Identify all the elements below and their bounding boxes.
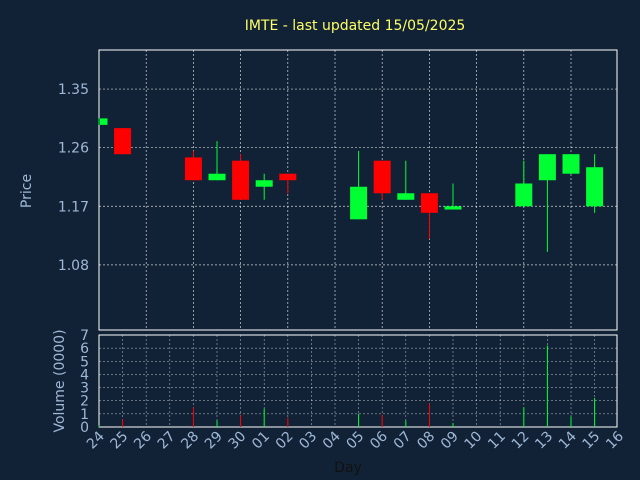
- volume-bars: [98, 345, 596, 427]
- candle-body: [538, 154, 556, 181]
- price-grid: [99, 50, 617, 330]
- x-tick-label: 10: [462, 429, 486, 453]
- x-tick-label: 07: [391, 429, 415, 453]
- candle-body: [255, 180, 273, 187]
- volume-tick-label: 0: [80, 420, 89, 436]
- x-tick-label: 04: [320, 428, 344, 452]
- price-tick-label: 1.08: [58, 258, 89, 274]
- x-tick-label: 13: [532, 429, 556, 453]
- volume-tick-label: 3: [80, 381, 89, 397]
- candle-body: [114, 128, 132, 155]
- volume-tick-label: 7: [80, 328, 89, 344]
- x-tick-label: 30: [226, 429, 250, 453]
- x-tick-label: 29: [202, 429, 226, 453]
- volume-tick-label: 2: [80, 394, 89, 410]
- candle-body: [350, 186, 368, 220]
- x-tick-label: 25: [108, 429, 132, 453]
- x-tick-label: 15: [580, 429, 604, 453]
- x-tick-label: 01: [249, 429, 273, 453]
- x-tick-label: 09: [438, 429, 462, 453]
- x-tick-label: 08: [414, 429, 438, 453]
- volume-tick-label: 6: [80, 341, 89, 357]
- candle-body: [586, 167, 604, 207]
- price-axis-label: Price: [19, 174, 35, 208]
- candlesticks: [98, 118, 604, 252]
- x-tick-label: 26: [131, 428, 155, 452]
- price-tick-label: 1.35: [58, 82, 89, 98]
- x-axis-label: Day: [334, 460, 362, 476]
- x-tick-label: 02: [273, 429, 297, 453]
- candle-body: [562, 154, 580, 174]
- price-tick-label: 1.17: [58, 199, 89, 215]
- volume-tick-label: 4: [80, 367, 89, 383]
- x-tick-label: 16: [603, 428, 627, 452]
- x-tick-label: 27: [155, 429, 179, 453]
- candle-body: [515, 183, 533, 207]
- volume-grid: [99, 335, 617, 427]
- candle-body: [208, 173, 226, 181]
- candle-body: [100, 118, 108, 125]
- x-tick-label: 28: [178, 429, 202, 453]
- candle-body: [279, 173, 297, 181]
- x-tick-label: 06: [367, 428, 391, 452]
- volume-tick-label: 1: [80, 407, 89, 423]
- x-tick-label: 12: [509, 429, 533, 453]
- chart-title: IMTE - last updated 15/05/2025: [245, 18, 466, 34]
- price-y-ticks: 1.35 1.26 1.17 1.08: [58, 82, 89, 274]
- candle-body: [232, 160, 250, 200]
- x-tick-label: 14: [556, 428, 580, 452]
- x-tick-label: 03: [296, 429, 320, 453]
- candle-body: [397, 193, 415, 200]
- volume-plot-frame: [98, 334, 618, 428]
- volume-axis-label: Volume (0000): [52, 329, 68, 432]
- price-tick-label: 1.26: [58, 141, 89, 157]
- x-tick-label: 05: [344, 429, 368, 453]
- price-plot-frame: [98, 49, 618, 331]
- x-tick-label: 11: [485, 429, 509, 453]
- volume-tick-label: 5: [80, 354, 89, 370]
- candle-body: [444, 206, 462, 210]
- candle-body: [373, 160, 391, 194]
- price-panel: 1.35 1.26 1.17 1.08 Price: [19, 49, 618, 331]
- candle-body: [184, 157, 202, 181]
- x-ticks: 24 25 26 27 28 29 30 01 02 03 04 05 06 07 08 09 10 11 12 13…: [84, 428, 627, 452]
- candle-body: [420, 193, 438, 213]
